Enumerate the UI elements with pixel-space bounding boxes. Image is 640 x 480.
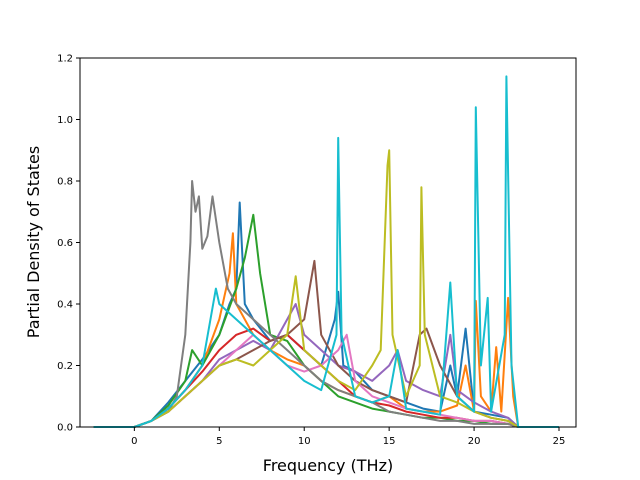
y-tick-label: 1.2	[57, 54, 73, 65]
y-tick-label: 0.8	[57, 177, 73, 188]
y-tick-label: 0.0	[57, 423, 73, 434]
y-tick-label: 0.6	[57, 238, 73, 249]
series-line-10	[93, 75, 559, 428]
series-line-9	[93, 149, 559, 428]
y-axis-title: Partial Density of States	[24, 146, 43, 338]
x-tick-label: 5	[216, 436, 222, 447]
x-tick-label: 0	[131, 436, 137, 447]
x-tick-label: 20	[468, 436, 481, 447]
x-axis-ticks: 0 5 10 15 20 25	[131, 427, 565, 447]
y-tick-label: 1.0	[57, 115, 73, 126]
x-axis-title: Frequency (THz)	[263, 456, 393, 475]
x-tick-label: 25	[553, 436, 566, 447]
y-tick-label: 0.2	[57, 361, 73, 372]
x-tick-label: 15	[383, 436, 396, 447]
x-tick-label: 10	[298, 436, 311, 447]
series-line-8	[93, 180, 559, 428]
series-group	[93, 75, 559, 428]
y-axis-ticks: 0.0 0.2 0.4 0.6 0.8 1.0 1.2	[57, 54, 80, 434]
y-tick-label: 0.4	[57, 300, 73, 311]
